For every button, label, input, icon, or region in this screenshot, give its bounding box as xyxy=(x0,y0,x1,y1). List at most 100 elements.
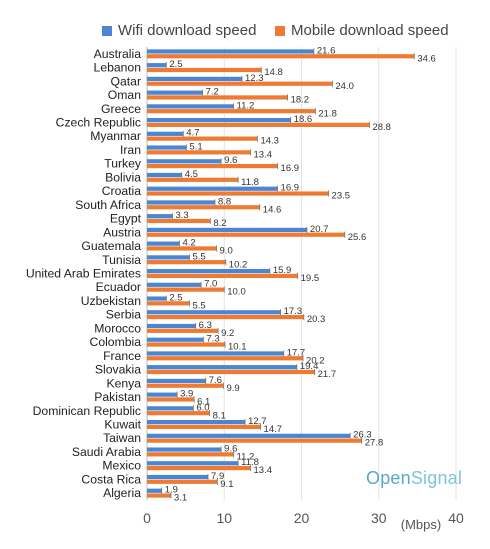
bar-mobile-14 xyxy=(147,246,217,251)
category-label-23: Slovakia xyxy=(95,363,141,377)
bar-mobile-5 xyxy=(147,122,370,127)
legend-label-wifi: Wifi download speed xyxy=(118,22,257,39)
bar-wifi-27 xyxy=(147,420,246,425)
category-label-21: Colombia xyxy=(90,335,142,349)
data-label-wifi-16: 15.9 xyxy=(273,265,292,276)
data-label-wifi-26: 6.0 xyxy=(196,402,209,413)
data-label-wifi-8: 9.6 xyxy=(224,155,237,166)
data-label-wifi-30: 11.8 xyxy=(241,457,259,468)
bar-wifi-15 xyxy=(147,255,190,260)
data-label-wifi-11: 8.8 xyxy=(218,196,231,207)
data-label-wifi-7: 5.1 xyxy=(189,141,202,152)
category-label-26: Dominican Republic xyxy=(33,404,141,418)
bar-wifi-26 xyxy=(147,406,194,411)
legend-swatch-wifi xyxy=(102,25,112,36)
bar-mobile-31 xyxy=(147,479,218,484)
category-label-32: Algeria xyxy=(103,486,141,500)
bar-mobile-6 xyxy=(147,136,258,141)
data-label-mobile-3: 18.2 xyxy=(291,95,310,106)
data-label-mobile-31: 9.1 xyxy=(220,479,233,490)
bar-wifi-12 xyxy=(147,214,173,219)
data-label-wifi-14: 4.2 xyxy=(182,238,195,249)
category-label-11: South Africa xyxy=(75,198,141,212)
bar-mobile-0 xyxy=(147,54,415,59)
bar-wifi-6 xyxy=(147,131,184,136)
data-label-wifi-23: 19.4 xyxy=(300,361,319,372)
data-label-wifi-25: 3.9 xyxy=(180,389,193,400)
x-tick-label-4: 40 xyxy=(448,510,464,526)
bar-mobile-32 xyxy=(147,493,171,498)
bar-mobile-10 xyxy=(147,191,329,196)
data-label-mobile-16: 19.5 xyxy=(301,273,320,284)
data-label-wifi-22: 17.7 xyxy=(287,347,306,358)
data-label-wifi-2: 12.3 xyxy=(245,73,264,84)
data-label-mobile-24: 9.9 xyxy=(226,383,239,394)
bar-mobile-7 xyxy=(147,150,251,155)
bar-wifi-11 xyxy=(147,200,215,205)
data-label-mobile-26: 8.1 xyxy=(213,410,226,421)
data-label-mobile-27: 14.7 xyxy=(264,424,283,435)
data-label-mobile-11: 14.6 xyxy=(263,204,282,215)
category-label-17: Ecuador xyxy=(96,280,141,294)
data-label-wifi-24: 7.6 xyxy=(209,375,222,386)
data-label-wifi-18: 2.5 xyxy=(169,292,182,303)
data-label-wifi-1: 2.5 xyxy=(169,59,182,70)
category-label-22: France xyxy=(103,349,141,363)
data-label-wifi-27: 12.7 xyxy=(248,416,266,427)
data-label-wifi-12: 3.3 xyxy=(175,210,188,221)
bar-mobile-3 xyxy=(147,95,288,100)
data-label-mobile-14: 9.0 xyxy=(220,246,233,257)
data-label-wifi-32: 1.9 xyxy=(165,485,178,496)
bar-mobile-25 xyxy=(147,397,195,402)
category-label-20: Morocco xyxy=(94,321,141,335)
bar-mobile-4 xyxy=(147,109,316,114)
bar-wifi-8 xyxy=(147,159,222,164)
data-label-mobile-0: 34.6 xyxy=(417,53,436,64)
bar-wifi-7 xyxy=(147,145,187,150)
category-label-7: Iran xyxy=(120,143,141,157)
data-label-wifi-10: 16.9 xyxy=(281,183,300,194)
bar-wifi-25 xyxy=(147,392,178,397)
data-label-mobile-10: 23.5 xyxy=(332,191,351,202)
bar-wifi-29 xyxy=(147,447,222,452)
data-label-wifi-3: 7.2 xyxy=(206,87,219,98)
bar-mobile-18 xyxy=(147,301,190,306)
category-label-6: Myanmar xyxy=(90,129,141,143)
bar-mobile-16 xyxy=(147,273,298,278)
bar-wifi-5 xyxy=(147,118,291,123)
bar-mobile-26 xyxy=(147,411,210,416)
data-label-mobile-6: 14.3 xyxy=(260,136,279,147)
bar-wifi-4 xyxy=(147,104,234,109)
category-label-10: Croatia xyxy=(102,184,142,198)
data-label-mobile-2: 24.0 xyxy=(335,81,354,92)
data-label-mobile-29: 11.2 xyxy=(237,451,255,462)
bar-wifi-17 xyxy=(147,282,202,287)
legend-swatch-mobile xyxy=(275,25,285,36)
bar-mobile-27 xyxy=(147,424,261,429)
x-tick-label-1: 10 xyxy=(216,510,232,526)
bar-mobile-2 xyxy=(147,81,333,86)
bar-wifi-10 xyxy=(147,186,278,191)
bar-wifi-18 xyxy=(147,296,167,301)
data-label-mobile-5: 28.8 xyxy=(372,122,391,133)
category-label-16: United Arab Emirates xyxy=(26,267,141,281)
bar-mobile-19 xyxy=(147,314,304,320)
bar-wifi-13 xyxy=(147,227,307,233)
category-label-13: Austria xyxy=(103,225,141,239)
data-label-wifi-15: 5.5 xyxy=(192,251,205,262)
data-label-mobile-20: 9.2 xyxy=(221,328,234,339)
bar-mobile-8 xyxy=(147,163,278,169)
bar-wifi-24 xyxy=(147,378,206,384)
category-label-4: Greece xyxy=(101,102,141,116)
category-label-25: Pakistan xyxy=(94,390,141,404)
bar-wifi-30 xyxy=(147,461,239,466)
data-label-wifi-17: 7.0 xyxy=(204,279,217,290)
data-label-mobile-23: 21.7 xyxy=(318,369,337,380)
category-label-15: Tunisia xyxy=(102,253,141,267)
category-label-8: Turkey xyxy=(104,157,142,171)
category-label-18: Uzbekistan xyxy=(81,294,141,308)
bar-wifi-19 xyxy=(147,310,281,315)
bar-wifi-9 xyxy=(147,172,182,178)
data-label-mobile-8: 16.9 xyxy=(281,163,300,174)
